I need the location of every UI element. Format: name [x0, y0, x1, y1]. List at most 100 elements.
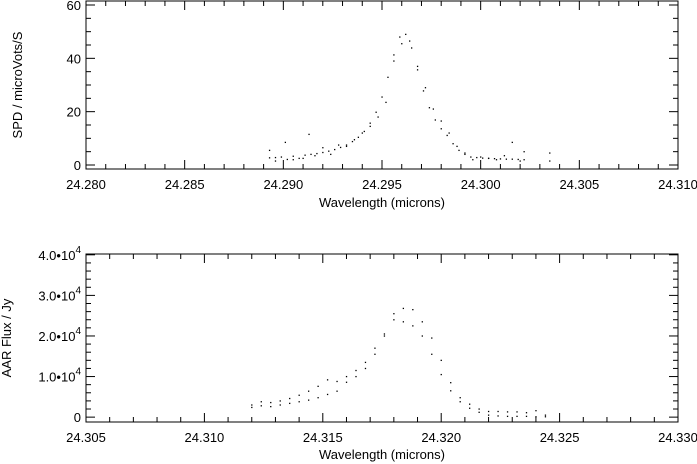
data-point [353, 139, 356, 141]
data-point [469, 407, 471, 409]
data-point [351, 140, 354, 143]
x-tick-label: 24.310 [658, 177, 697, 192]
x-axis-title: Wavelength (microns) [319, 447, 445, 462]
data-point [469, 403, 471, 405]
y-tick-mantissa: 40 [67, 51, 81, 66]
data-point [478, 411, 480, 413]
plot-frame [85, 253, 679, 423]
data-point [487, 157, 490, 160]
data-point [322, 147, 324, 149]
data-point [497, 410, 499, 413]
data-point [434, 119, 436, 121]
data-point [459, 397, 461, 399]
data-point [487, 414, 490, 416]
data-point [446, 134, 448, 137]
data-point [505, 158, 508, 160]
data-point [381, 96, 383, 98]
data-point [304, 154, 306, 156]
data-point [361, 132, 363, 134]
data-point [399, 36, 401, 38]
x-axis-title: Wavelength (microns) [319, 195, 445, 210]
data-point [330, 153, 332, 156]
data-point [416, 69, 419, 71]
data-point [363, 130, 365, 133]
data-point [452, 143, 454, 145]
data-point [405, 33, 407, 36]
y-tick-exponent: 4 [75, 285, 81, 296]
data-point [357, 136, 360, 138]
data-point [322, 151, 324, 154]
y-tick-mantissa: 4.0•10 [38, 248, 75, 263]
data-point [302, 157, 304, 160]
data-point [279, 400, 281, 402]
y-tick-label: 20 [67, 105, 81, 120]
data-point [385, 101, 387, 104]
y-tick-mantissa: 0 [74, 158, 81, 173]
data-point [470, 156, 472, 158]
data-point [317, 385, 319, 387]
data-point [260, 405, 262, 407]
data-point [456, 145, 458, 148]
data-point [345, 375, 348, 378]
data-point [409, 40, 411, 42]
data-point [464, 153, 466, 156]
y-tick-label: 1.0•104 [38, 367, 81, 385]
data-point [450, 382, 452, 384]
data-point [544, 414, 547, 416]
data-point [523, 159, 525, 161]
y-tick-label: 40 [67, 51, 81, 66]
data-point [383, 333, 386, 335]
data-point [289, 402, 291, 405]
y-tick-label: 2.0•104 [38, 326, 81, 344]
data-point [274, 160, 277, 162]
data-point [519, 160, 521, 162]
data-point [459, 401, 461, 403]
data-point [377, 116, 379, 118]
data-point [517, 158, 519, 161]
series-1 [268, 33, 551, 162]
data-point [270, 401, 272, 404]
data-point [476, 156, 478, 159]
data-point [497, 415, 499, 417]
x-tick-label: 24.330 [658, 430, 697, 445]
data-point [431, 353, 433, 355]
x-tick-label: 24.300 [461, 177, 501, 192]
data-point [336, 380, 338, 383]
data-point [279, 404, 281, 406]
data-point [383, 335, 386, 337]
data-point [495, 159, 498, 161]
data-point [393, 313, 395, 315]
data-point [549, 160, 551, 162]
y-tick-label: 3.0•104 [38, 285, 81, 303]
data-point [478, 408, 480, 410]
y-tick-label: 60 [67, 0, 81, 13]
data-point [337, 144, 340, 146]
x-tick-label: 24.305 [559, 177, 599, 192]
series-1 [251, 307, 547, 416]
data-point [298, 401, 300, 403]
data-point [308, 133, 310, 136]
data-point [432, 108, 435, 110]
data-point [499, 158, 502, 160]
data-point [464, 152, 466, 154]
data-point [412, 308, 414, 311]
data-point [314, 155, 316, 157]
data-point [402, 307, 405, 310]
data-point [251, 406, 253, 409]
data-point [369, 122, 371, 124]
x-tick-label: 24.325 [540, 430, 580, 445]
x-tick-label: 24.280 [66, 177, 106, 192]
data-point [345, 144, 348, 146]
data-point [268, 157, 271, 159]
y-tick-mantissa: 60 [67, 0, 81, 13]
data-point [292, 155, 294, 157]
data-point [503, 155, 506, 157]
data-point [525, 415, 528, 418]
data-point [401, 43, 403, 45]
data-point [544, 416, 547, 418]
data-point [421, 321, 423, 323]
data-point [535, 410, 537, 412]
data-point [516, 411, 518, 413]
data-point [316, 152, 318, 155]
